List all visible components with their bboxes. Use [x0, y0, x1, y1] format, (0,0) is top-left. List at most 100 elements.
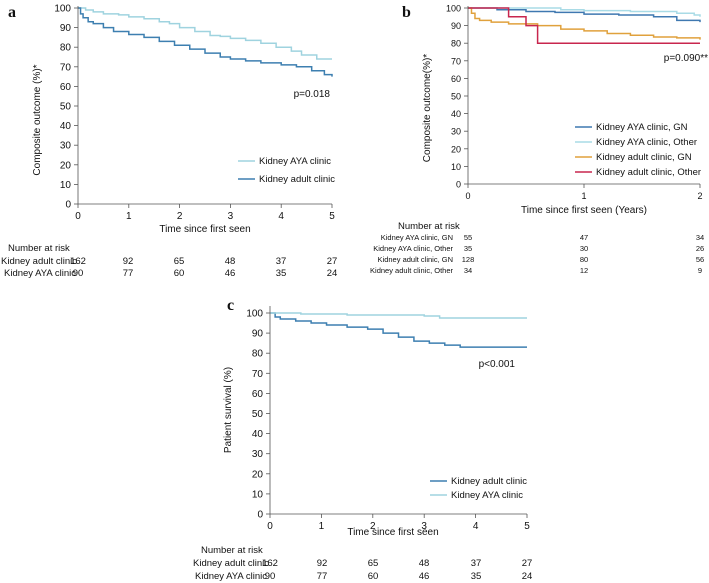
- y-tick-label: 60: [252, 389, 264, 400]
- panel-a-curves: [78, 7, 333, 77]
- panel-c-risk-row-label: Kidney adult clinic: [193, 558, 269, 569]
- panel-c-curves: [270, 312, 527, 348]
- y-tick-label: 30: [252, 449, 264, 460]
- panel-c-ticks: 0 10 20 30 40 50 60 70 80 90 100 0 1 2 3 4 5: [246, 309, 530, 533]
- risk-value: 47: [580, 233, 588, 242]
- risk-value: 77: [317, 571, 328, 582]
- panel-c-legend-adult: Kidney adult clinic: [451, 476, 527, 487]
- risk-value: 60: [368, 571, 379, 582]
- panel-a-risk-table: Number at risk Kidney adult clinic Kidne…: [1, 243, 337, 279]
- panel-c-xlabel: Time since first seen: [347, 527, 438, 538]
- panel-c-legend: Kidney adult clinic Kidney AYA clinic: [430, 476, 527, 501]
- panel-a-pvalue: p=0.018: [294, 89, 331, 100]
- y-tick-label: 0: [65, 200, 71, 211]
- x-tick-label: 5: [524, 521, 530, 532]
- panel-b-risk-table: Number at risk Kidney AYA clinic, GN Kid…: [370, 221, 704, 275]
- x-tick-label: 0: [267, 521, 273, 532]
- risk-value: 162: [70, 256, 86, 267]
- y-tick-label: 20: [451, 144, 461, 154]
- risk-value: 27: [327, 256, 338, 267]
- y-tick-label: 20: [252, 469, 264, 480]
- km-curve-kidney-aya-clinic-gn: [468, 7, 701, 23]
- risk-value: 90: [73, 268, 84, 279]
- risk-value: 46: [225, 268, 236, 279]
- x-tick-label: 1: [581, 191, 586, 201]
- y-tick-label: 60: [60, 82, 72, 93]
- risk-value: 26: [696, 244, 704, 253]
- risk-value: 90: [265, 571, 276, 582]
- x-tick-label: 0: [75, 211, 81, 222]
- y-tick-label: 60: [451, 74, 461, 84]
- y-tick-label: 50: [451, 92, 461, 102]
- x-tick-label: 2: [370, 521, 376, 532]
- risk-value: 35: [276, 268, 287, 279]
- panel-b-risk-row-label: Kidney adult clinic, GN: [378, 255, 453, 264]
- risk-value: 37: [276, 256, 287, 267]
- panel-c: c Patient survival (%) Time since first …: [193, 297, 532, 582]
- x-tick-label: 1: [126, 211, 132, 222]
- y-tick-label: 10: [60, 180, 72, 191]
- y-tick-label: 100: [54, 4, 71, 15]
- risk-value: 65: [174, 256, 185, 267]
- panel-a: a Composite outcome (%)* Time since firs…: [1, 4, 337, 280]
- risk-value: 60: [174, 268, 185, 279]
- km-curve-kidney-adult-clinic: [78, 7, 333, 77]
- panel-c-legend-aya: Kidney AYA clinic: [451, 490, 523, 501]
- panel-c-risk-table: Number at risk Kidney adult clinic Kidne…: [193, 545, 532, 582]
- risk-value: 77: [123, 268, 134, 279]
- x-tick-label: 2: [697, 191, 702, 201]
- panel-a-risk-title: Number at risk: [8, 243, 70, 254]
- risk-value: 56: [696, 255, 704, 264]
- panel-b-curves: [468, 7, 701, 44]
- y-tick-label: 90: [451, 21, 461, 31]
- panel-b-legend: Kidney AYA clinic, GN Kidney AYA clinic,…: [575, 122, 701, 178]
- risk-value: 55: [464, 233, 472, 242]
- risk-value: 24: [522, 571, 533, 582]
- panel-b-legend-item: Kidney adult clinic, GN: [596, 152, 692, 163]
- panel-b-ticks: 0 10 20 30 40 50 60 70 80 90 100 0 1 2: [446, 4, 703, 202]
- risk-value: 48: [419, 558, 430, 569]
- y-tick-label: 20: [60, 160, 72, 171]
- risk-value: 128: [462, 255, 475, 264]
- risk-value: 92: [123, 256, 134, 267]
- panel-a-ticks: 0 10 20 30 40 50 60 70 80 90 100 0 1 2 3 4 5: [54, 4, 335, 223]
- x-tick-label: 4: [473, 521, 479, 532]
- y-tick-label: 40: [252, 429, 264, 440]
- km-curve-kidney-adult-clinic: [270, 312, 527, 348]
- panel-a-ylabel: Composite outcome (%)*: [32, 64, 43, 175]
- risk-value: 35: [464, 244, 472, 253]
- x-tick-label: 5: [329, 211, 335, 222]
- risk-value: 30: [580, 244, 588, 253]
- km-curve-kidney-aya-clinic: [78, 7, 332, 60]
- panel-b-risk-row-label: Kidney adult clinic, Other: [370, 266, 453, 275]
- y-tick-label: 70: [451, 56, 461, 66]
- x-tick-label: 0: [465, 191, 470, 201]
- panel-b-risk-title: Number at risk: [398, 221, 460, 232]
- risk-value: 27: [522, 558, 533, 569]
- x-tick-label: 3: [421, 521, 427, 532]
- y-tick-label: 80: [60, 43, 72, 54]
- panel-a-label: a: [8, 4, 16, 21]
- panel-a-legend-adult: Kidney adult clinic: [259, 174, 335, 185]
- y-tick-label: 10: [451, 162, 461, 172]
- y-tick-label: 30: [451, 127, 461, 137]
- panel-b-xlabel: Time since first seen (Years): [521, 205, 647, 216]
- risk-value: 34: [464, 266, 472, 275]
- risk-value: 92: [317, 558, 328, 569]
- y-tick-label: 0: [456, 180, 461, 190]
- panel-b-legend-item: Kidney adult clinic, Other: [596, 167, 701, 178]
- panel-b-risk-row-label: Kidney AYA clinic, GN: [381, 233, 453, 242]
- km-curve-kidney-adult-clinic-gn: [468, 7, 701, 40]
- risk-value: 34: [696, 233, 704, 242]
- risk-value: 162: [262, 558, 278, 569]
- y-tick-label: 10: [252, 489, 264, 500]
- y-tick-label: 90: [60, 23, 72, 34]
- y-tick-label: 70: [60, 62, 72, 73]
- panel-b-risk-row-label: Kidney AYA clinic, Other: [373, 244, 453, 253]
- panel-a-risk-values: 162 92 65 48 37 27 90 77 60 46 35 24: [70, 256, 337, 279]
- panel-a-risk-row-label: Kidney AYA clinic: [4, 268, 76, 279]
- x-tick-label: 1: [319, 521, 325, 532]
- risk-value: 12: [580, 266, 588, 275]
- panel-c-pvalue: p<0.001: [479, 359, 516, 370]
